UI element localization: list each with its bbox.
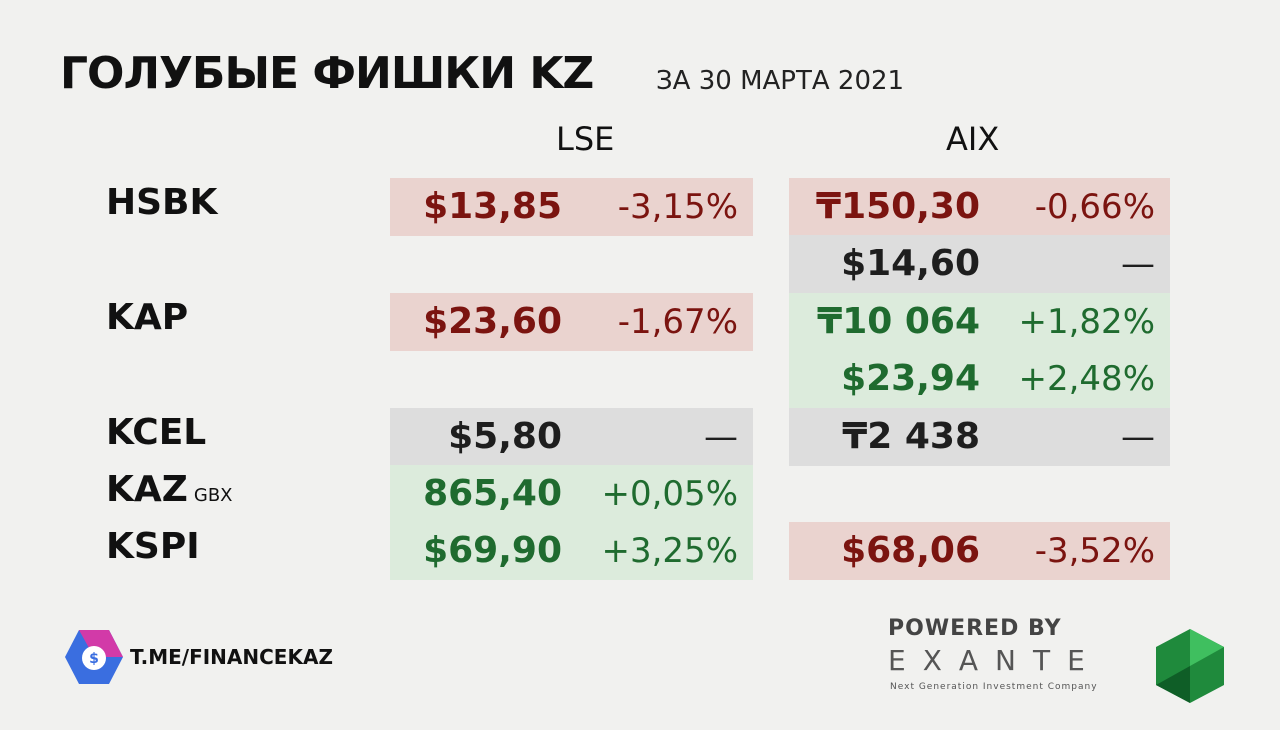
title: ГОЛУБЫЕ ФИШКИ KZ (60, 48, 594, 99)
price-cell (789, 350, 1170, 409)
price-cell (789, 178, 1170, 236)
channel-logo: $ (65, 630, 123, 684)
ticker: KSPI (106, 526, 200, 568)
price-cell (789, 522, 1170, 581)
change: -0,66% (1034, 187, 1155, 227)
price-cell (789, 407, 1170, 466)
change: +3,25% (601, 531, 739, 572)
price-cell (390, 407, 753, 466)
price-cell (390, 178, 753, 236)
price-cell (390, 292, 753, 351)
price-cell (390, 522, 753, 581)
unit: GBX (193, 485, 233, 506)
price: $14,60 (841, 243, 980, 285)
price: ₸150,30 (816, 186, 980, 227)
ticker: KAZ GBX (106, 469, 233, 510)
price: $68,06 (841, 530, 980, 572)
change: -1,67% (617, 301, 738, 342)
brand-logo (1156, 629, 1224, 703)
price: $69,90 (423, 530, 562, 572)
ticker: KAP (106, 296, 189, 338)
column-header: AIX (946, 120, 1000, 158)
price: $13,85 (423, 186, 562, 227)
tagline: Next Generation Investment Company (890, 682, 1098, 692)
ticker: KCEL (106, 411, 207, 453)
channel-link[interactable]: T.ME/FINANCEKAZ (130, 645, 333, 669)
ticker: HSBK (106, 182, 218, 223)
change: — (1121, 416, 1155, 457)
subtitle: ЗА 30 МАРТА 2021 (656, 66, 905, 96)
price: ₸2 438 (842, 415, 980, 457)
change: -3,15% (617, 187, 738, 227)
price: $23,94 (841, 358, 980, 400)
price-cell (789, 292, 1170, 351)
change: +0,05% (601, 474, 739, 514)
change: +2,48% (1018, 359, 1156, 400)
change: — (704, 416, 738, 457)
change: +1,82% (1018, 301, 1156, 342)
price-cell (390, 465, 753, 523)
change: — (1121, 244, 1155, 285)
price: 865,40 (423, 473, 562, 514)
price: ₸10 064 (817, 300, 980, 342)
column-header: LSE (556, 120, 615, 158)
change: -3,52% (1034, 531, 1155, 572)
price: $23,60 (423, 300, 562, 342)
price-cell (789, 235, 1170, 294)
price: $5,80 (448, 415, 562, 457)
svg-text:$: $ (89, 651, 99, 667)
brand: EXANTE (888, 644, 1102, 677)
powered-by: POWERED BY (888, 616, 1062, 641)
